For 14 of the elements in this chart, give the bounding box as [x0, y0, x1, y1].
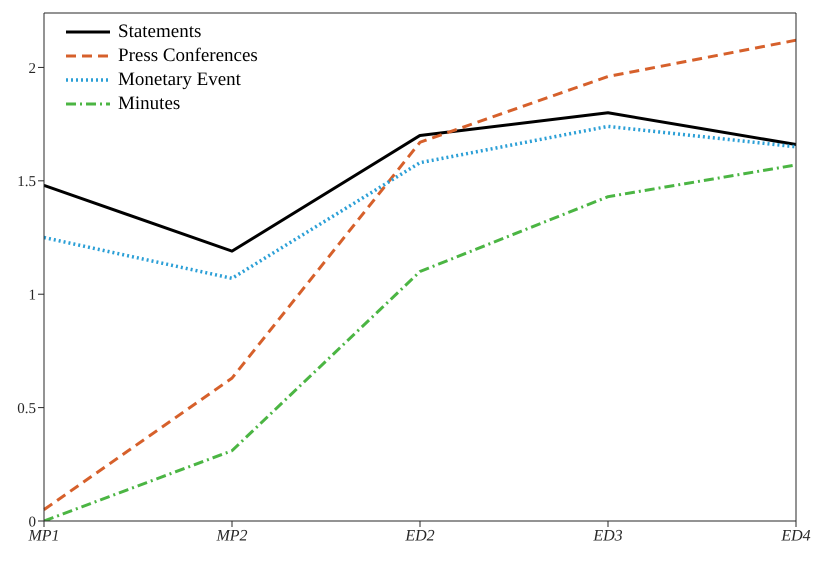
y-tick-label: 2 [28, 60, 36, 77]
legend-label: Minutes [118, 92, 180, 116]
x-tick-label: ED2 [404, 527, 435, 544]
y-tick-label: 0.5 [17, 400, 36, 417]
x-tick-label: ED3 [592, 527, 623, 544]
line-series [42, 111, 798, 253]
legend-label: Statements [118, 20, 202, 44]
line-series [42, 38, 798, 512]
y-tick-label: 1.5 [17, 174, 36, 190]
y-tick-label: 1 [28, 288, 36, 304]
legend-label: Press Conferences [118, 44, 258, 68]
x-tick-label: ED4 [780, 527, 811, 544]
legend-label: Monetary Event [118, 68, 241, 92]
x-tick-label: MP2 [215, 527, 248, 544]
